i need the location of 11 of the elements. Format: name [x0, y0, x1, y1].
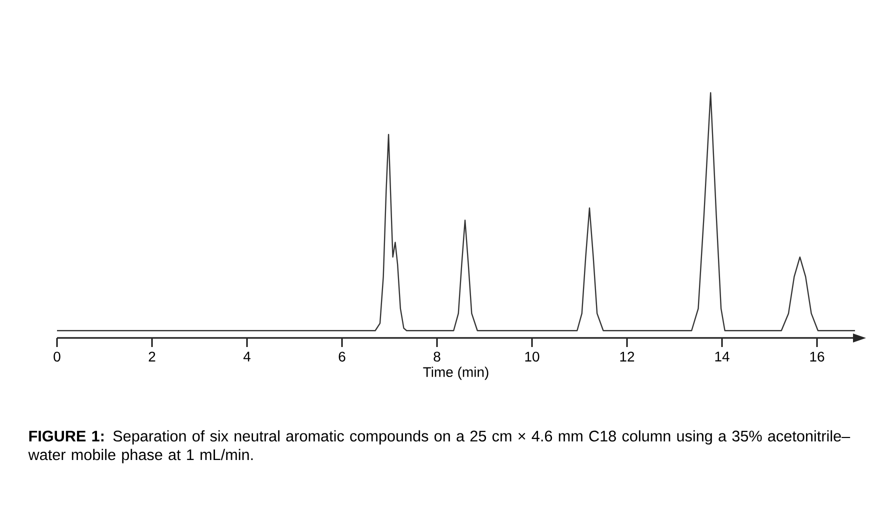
x-tick-label: 10: [525, 352, 540, 362]
x-tick-label: 12: [620, 352, 634, 362]
x-tick-label: 6: [338, 352, 346, 362]
x-axis-title: Time (min): [423, 366, 488, 380]
x-tick-label: 2: [148, 352, 156, 362]
x-tick-label: 14: [715, 352, 730, 362]
x-tick-label: 4: [243, 352, 250, 362]
text: FIGURE 1: Separation of six neutral aromatic compounds on a 25 cm × 4.6 mm C18 column using a 35% acetonitrile–water mobile phase at 1 mL/min.: [28, 430, 850, 464]
x-tick-label: 0: [54, 352, 60, 362]
x-tick-label: 8: [434, 352, 440, 362]
x-tick-label: 16: [810, 352, 824, 362]
